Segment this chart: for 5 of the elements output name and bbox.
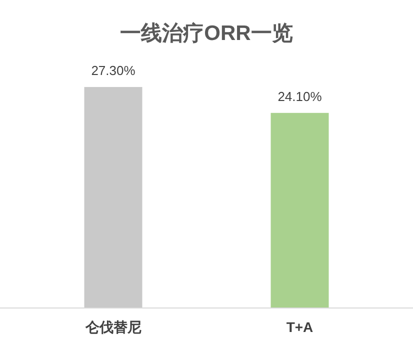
- data-label: 24.10%: [278, 88, 322, 104]
- x-tick-label: T+A: [286, 319, 314, 335]
- x-tick-label: 仑伐替尼: [84, 319, 142, 335]
- data-label: 27.30%: [91, 63, 136, 78]
- chart-title: 一线治疗ORR一览: [120, 21, 293, 45]
